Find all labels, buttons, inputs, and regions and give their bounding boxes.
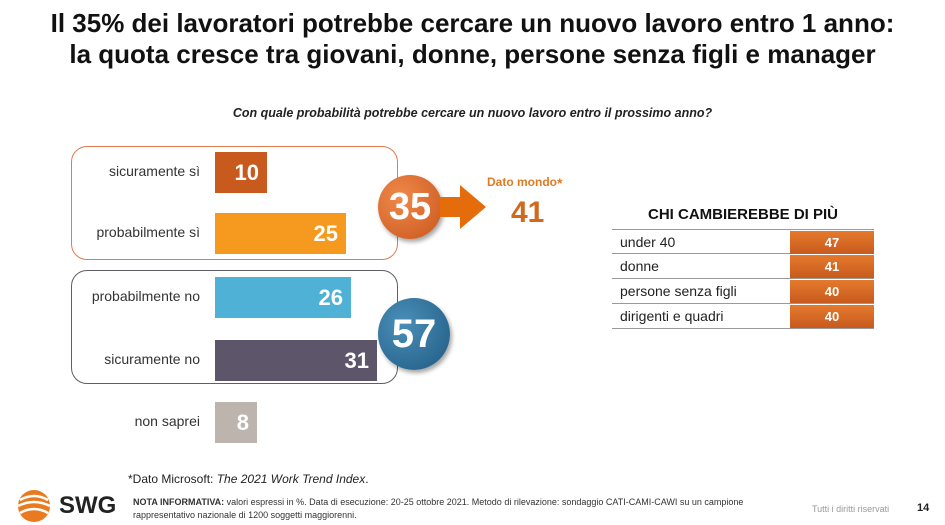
arrow-icon bbox=[440, 185, 486, 229]
note-label: NOTA INFORMATIVA: bbox=[133, 497, 225, 507]
table-row: under 40 47 bbox=[612, 229, 874, 254]
bar: 26 bbox=[215, 277, 351, 318]
category-label: non saprei bbox=[134, 413, 200, 429]
table-row-value: 41 bbox=[790, 255, 874, 278]
no-total-circle: 57 bbox=[378, 298, 450, 370]
world-data-text: Dato mondo bbox=[487, 175, 557, 189]
page-number: 14 bbox=[917, 502, 930, 514]
methodology-note: NOTA INFORMATIVA: valori espressi in %. … bbox=[133, 496, 773, 522]
category-label: probabilmente sì bbox=[96, 224, 200, 240]
source-footnote: *Dato Microsoft: The 2021 Work Trend Ind… bbox=[128, 472, 369, 486]
chart-question: Con quale probabilità potrebbe cercare u… bbox=[232, 106, 713, 120]
source-title: The 2021 Work Trend Index bbox=[216, 472, 366, 486]
table-row-value: 40 bbox=[790, 280, 874, 303]
bar-value-label: 10 bbox=[234, 159, 259, 185]
bar: 10 bbox=[215, 152, 267, 193]
table-row-label: donne bbox=[620, 258, 659, 274]
table-row-label: under 40 bbox=[620, 234, 676, 250]
category-label: sicuramente no bbox=[104, 351, 200, 367]
source-suffix: . bbox=[365, 472, 369, 486]
page-title: Il 35% dei lavoratori potrebbe cercare u… bbox=[0, 8, 945, 70]
bar: 31 bbox=[215, 340, 377, 381]
note-text: valori espressi in %. Data di esecuzione… bbox=[133, 497, 744, 520]
table-title: CHI CAMBIEREBBE DI PIÙ bbox=[647, 206, 838, 223]
bar-value-label: 25 bbox=[313, 220, 338, 246]
world-data-label: Dato mondo* bbox=[487, 175, 562, 191]
yes-total-circle: 35 bbox=[378, 175, 442, 239]
title-line-1: Il 35% dei lavoratori potrebbe cercare u… bbox=[50, 8, 895, 38]
bar-value-label: 31 bbox=[344, 347, 369, 373]
bar: 8 bbox=[215, 402, 257, 443]
no-total-value: 57 bbox=[391, 311, 437, 356]
table-row-label: dirigenti e quadri bbox=[620, 308, 724, 324]
bar: 25 bbox=[215, 213, 346, 254]
category-label: sicuramente sì bbox=[108, 163, 200, 179]
source-prefix: *Dato Microsoft: bbox=[128, 472, 217, 486]
table-row: dirigenti e quadri 40 bbox=[612, 304, 874, 329]
table-row-value: 40 bbox=[790, 305, 874, 328]
table-row: donne 41 bbox=[612, 254, 874, 279]
swg-logo-icon bbox=[17, 490, 51, 522]
category-label: probabilmente no bbox=[91, 288, 200, 304]
world-data-value: 41 bbox=[511, 196, 545, 229]
bar-value-label: 8 bbox=[236, 409, 249, 435]
bar-value-label: 26 bbox=[318, 284, 343, 310]
title-line-2: la quota cresce tra giovani, donne, pers… bbox=[69, 39, 876, 69]
table-row: persone senza figli 40 bbox=[612, 279, 874, 304]
yes-total-value: 35 bbox=[388, 185, 432, 228]
rights-notice: Tutti i diritti riservati bbox=[812, 504, 890, 514]
table-row-value: 47 bbox=[790, 231, 874, 254]
table-row-label: persone senza figli bbox=[620, 283, 737, 299]
swg-logo-text: SWG bbox=[59, 492, 117, 519]
world-data-star: * bbox=[557, 175, 563, 191]
